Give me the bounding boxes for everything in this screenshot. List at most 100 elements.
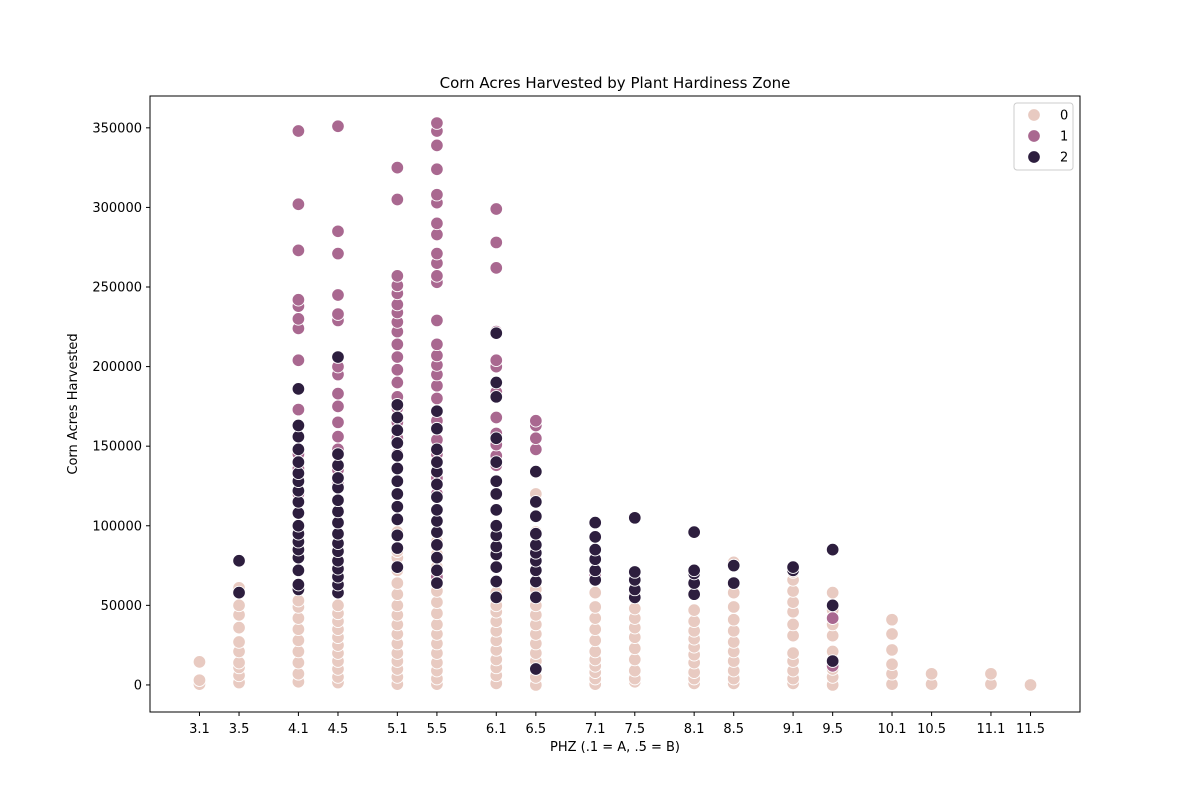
data-point-series-2 <box>489 431 504 445</box>
data-point-series-2 <box>430 442 444 457</box>
plot-frame <box>149 95 1081 713</box>
y-tick-label: 150000 <box>92 440 142 455</box>
data-point-series-2 <box>430 538 444 552</box>
x-axis-label: PHZ (.1 = A, .5 = B) <box>550 740 680 755</box>
data-point-series-1 <box>430 116 444 130</box>
data-point-series-2 <box>687 563 701 578</box>
data-point-series-1 <box>331 307 345 321</box>
data-point-series-2 <box>588 515 602 530</box>
data-point-series-2 <box>390 541 405 555</box>
data-point-series-2 <box>390 436 405 450</box>
data-point-series-0 <box>390 576 405 590</box>
x-tick-label: 9.5 <box>822 722 843 737</box>
data-point-series-2 <box>430 576 444 590</box>
x-tick-label: 10.1 <box>878 722 907 737</box>
data-point-series-1 <box>331 429 345 444</box>
data-point-series-1 <box>331 119 345 133</box>
data-point-series-2 <box>390 423 405 438</box>
data-point-series-0 <box>588 600 602 614</box>
data-point-series-2 <box>430 490 444 504</box>
x-tick-label: 5.1 <box>387 722 408 737</box>
data-point-series-2 <box>529 526 543 541</box>
data-point-series-1 <box>430 138 444 153</box>
data-point-series-0 <box>885 627 899 641</box>
data-point-series-2 <box>390 499 405 514</box>
data-point-series-2 <box>825 654 840 668</box>
data-point-series-2 <box>291 455 306 469</box>
data-point-series-2 <box>430 421 444 436</box>
data-point-series-1 <box>291 243 306 258</box>
x-tick-label: 11.5 <box>1016 722 1045 737</box>
data-point-series-2 <box>390 474 405 488</box>
legend-label: 1 <box>1060 130 1068 145</box>
x-tick-label: 7.5 <box>624 722 645 737</box>
data-point-series-1 <box>489 202 504 216</box>
data-point-series-1 <box>430 246 444 261</box>
data-point-series-0 <box>924 667 939 681</box>
data-point-series-2 <box>529 495 543 509</box>
data-point-series-1 <box>489 410 504 425</box>
data-point-series-2 <box>489 574 504 589</box>
data-point-series-2 <box>430 563 444 578</box>
data-point-series-1 <box>291 124 306 138</box>
legend-label: 0 <box>1060 109 1068 124</box>
data-point-series-1 <box>430 313 444 328</box>
data-point-series-2 <box>489 455 504 469</box>
x-tick-label: 6.5 <box>526 722 547 737</box>
data-point-series-0 <box>825 585 840 600</box>
y-axis-label: Corn Acres Harvested <box>66 333 81 474</box>
y-tick-label: 300000 <box>92 201 142 216</box>
data-point-series-2 <box>331 447 345 461</box>
data-point-series-1 <box>430 391 444 406</box>
data-point-series-1 <box>331 415 345 430</box>
data-point-series-1 <box>331 224 345 239</box>
data-point-series-2 <box>390 560 405 574</box>
data-point-series-1 <box>489 261 504 275</box>
data-point-series-2 <box>291 563 306 578</box>
data-point-series-2 <box>786 560 800 574</box>
data-point-series-2 <box>529 464 543 479</box>
data-point-series-1 <box>291 197 306 211</box>
x-tick-label: 3.1 <box>189 722 210 737</box>
data-point-series-2 <box>430 503 444 517</box>
data-point-series-2 <box>628 511 642 525</box>
data-point-series-0 <box>232 598 246 613</box>
data-point-series-2 <box>390 528 405 543</box>
data-point-series-2 <box>529 662 543 676</box>
data-point-series-1 <box>430 162 444 176</box>
data-point-series-2 <box>430 404 444 418</box>
data-point-series-1 <box>390 350 405 364</box>
data-point-series-1 <box>529 413 543 428</box>
data-point-series-2 <box>489 326 504 340</box>
data-point-series-0 <box>192 655 207 669</box>
y-tick-label: 200000 <box>92 360 142 375</box>
data-point-series-1 <box>291 312 306 326</box>
data-point-series-2 <box>726 576 741 590</box>
data-point-series-2 <box>430 477 444 492</box>
data-point-series-1 <box>430 216 444 231</box>
data-point-series-2 <box>291 519 306 533</box>
data-point-series-2 <box>430 550 444 565</box>
data-point-series-0 <box>726 600 741 614</box>
data-point-series-1 <box>331 399 345 414</box>
data-point-series-2 <box>489 474 504 488</box>
legend-marker <box>1027 150 1041 164</box>
data-point-series-0 <box>232 620 246 635</box>
x-tick-label: 7.1 <box>585 722 606 737</box>
data-point-series-2 <box>687 525 701 539</box>
x-tick-label: 3.5 <box>229 722 250 737</box>
data-point-series-2 <box>529 590 543 605</box>
x-tick-label: 8.5 <box>723 722 744 737</box>
x-tick-label: 5.5 <box>427 722 448 737</box>
data-point-series-1 <box>390 160 405 175</box>
data-point-series-0 <box>984 667 998 681</box>
y-tick-label: 50000 <box>101 599 142 614</box>
data-point-series-2 <box>825 598 840 613</box>
y-tick-label: 350000 <box>92 121 142 136</box>
data-point-series-2 <box>825 542 840 557</box>
x-tick-label: 4.5 <box>328 722 349 737</box>
data-point-series-2 <box>390 410 405 425</box>
data-point-series-1 <box>390 337 405 352</box>
x-axis-ticks: 3.1 3.5 4.1 4.5 5.1 5.5 6.1 6.5 7.1 7.5 8.1 8.5 9.1 9… <box>189 712 1045 737</box>
